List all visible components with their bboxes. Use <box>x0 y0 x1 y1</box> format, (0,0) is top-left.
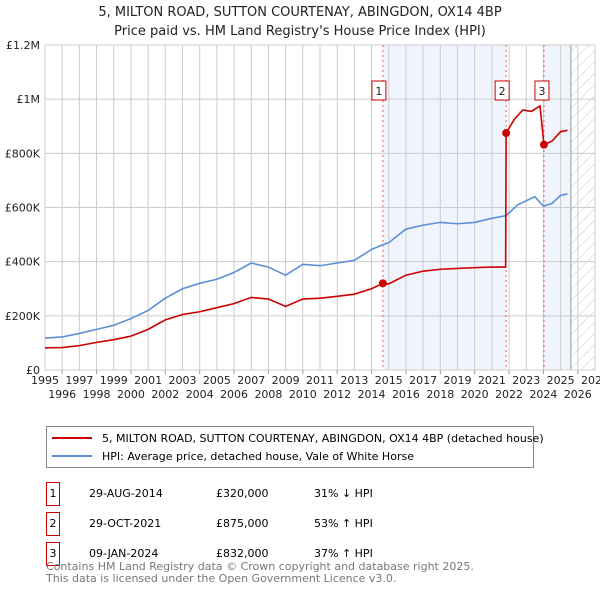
x-tick-label: 1997 <box>65 374 93 387</box>
x-tick-label: 2015 <box>375 374 403 387</box>
x-tick-label: 2019 <box>444 374 472 387</box>
x-tick-label: 2023 <box>512 374 540 387</box>
footer: Contains HM Land Registry data © Crown c… <box>46 561 474 585</box>
sale-date: 09-JAN-2024 <box>89 547 159 560</box>
x-tick-label: 2013 <box>340 374 368 387</box>
x-tick-label: 1999 <box>100 374 128 387</box>
x-tick-label: 2024 <box>529 388 557 401</box>
x-tick-label: 2012 <box>323 388 351 401</box>
sale-price: £320,000 <box>216 487 269 500</box>
x-tick-label: 2008 <box>254 388 282 401</box>
legend-swatch-blue <box>52 455 92 457</box>
x-tick-label: 2001 <box>134 374 162 387</box>
sale-marker-box <box>371 80 387 101</box>
x-tick-label: 2011 <box>306 374 334 387</box>
x-tick-label: 2016 <box>392 388 420 401</box>
x-tick-label: 2009 <box>272 374 300 387</box>
sale-marker-label: 2 <box>499 85 506 98</box>
x-tick-label: 1996 <box>48 388 76 401</box>
x-tick-label: 2025 <box>547 374 575 387</box>
x-tick-label: 2027 <box>581 374 600 387</box>
sale-marker-label: 1 <box>375 85 382 98</box>
x-tick-label: 2006 <box>220 388 248 401</box>
sale-marker-label: 3 <box>538 85 545 98</box>
sale-date: 29-OCT-2021 <box>89 517 162 530</box>
footer-line: This data is licensed under the Open Gov… <box>46 572 397 585</box>
footer-line: Contains HM Land Registry data © Crown c… <box>46 560 474 573</box>
sale-marker-box <box>494 80 510 101</box>
x-tick-label: 2021 <box>478 374 506 387</box>
sale-marker-label: 3 <box>46 542 60 566</box>
plot-frame <box>44 44 596 371</box>
x-tick-label: 2002 <box>151 388 179 401</box>
x-tick-label: 2020 <box>461 388 489 401</box>
sale-row: 2 29-OCT-2021 £875,000 53% ↑ HPI <box>46 512 546 536</box>
sale-date: 29-AUG-2014 <box>89 487 163 500</box>
legend-item-hpi: HPI: Average price, detached house, Vale… <box>52 448 414 464</box>
sale-hpi-diff: 53% ↑ HPI <box>314 517 373 530</box>
x-tick-label: 2004 <box>186 388 214 401</box>
sale-price: £832,000 <box>216 547 269 560</box>
sale-marker-box <box>534 80 550 101</box>
y-tick-label: £1.2M <box>6 39 40 52</box>
x-tick-label: 2014 <box>358 388 386 401</box>
x-tick-label: 2017 <box>409 374 437 387</box>
y-tick-label: £0 <box>26 364 40 377</box>
sale-hpi-diff: 37% ↑ HPI <box>314 547 373 560</box>
sale-marker-label: 1 <box>46 482 60 506</box>
x-tick-label: 1998 <box>83 388 111 401</box>
chart-title: 5, MILTON ROAD, SUTTON COURTENAY, ABINGD… <box>98 5 502 20</box>
sale-marker-label: 2 <box>46 512 60 536</box>
x-tick-label: 2010 <box>289 388 317 401</box>
chart-subtitle: Price paid vs. HM Land Registry's House … <box>114 24 486 39</box>
hpi-line <box>44 193 568 339</box>
legend: 5, MILTON ROAD, SUTTON COURTENAY, ABINGD… <box>46 426 544 468</box>
sale-point <box>502 129 511 138</box>
y-tick-label: £600K <box>5 202 41 215</box>
y-tick-label: £400K <box>5 256 41 269</box>
price-line <box>44 104 568 349</box>
sale-point <box>539 140 548 149</box>
legend-label: HPI: Average price, detached house, Vale… <box>102 449 414 463</box>
y-tick-label: £200K <box>5 310 41 323</box>
x-tick-label: 2005 <box>203 374 231 387</box>
x-tick-label: 2003 <box>169 374 197 387</box>
sale-price: £875,000 <box>216 517 269 530</box>
x-tick-label: 2022 <box>495 388 523 401</box>
legend-item-property: 5, MILTON ROAD, SUTTON COURTENAY, ABINGD… <box>52 430 544 446</box>
x-tick-label: 2018 <box>426 388 454 401</box>
sale-row: 3 09-JAN-2024 £832,000 37% ↑ HPI <box>46 542 546 566</box>
x-tick-label: 2000 <box>117 388 145 401</box>
x-tick-label: 1995 <box>31 374 59 387</box>
x-tick-label: 2026 <box>564 388 592 401</box>
y-tick-label: £1M <box>17 93 41 106</box>
price-chart: 1995199619971998199920002001200220032004… <box>5 39 600 401</box>
sale-point <box>378 279 387 288</box>
sale-row: 1 29-AUG-2014 £320,000 31% ↓ HPI <box>46 482 546 506</box>
legend-swatch-red <box>52 437 92 439</box>
x-tick-label: 2007 <box>237 374 265 387</box>
legend-label: 5, MILTON ROAD, SUTTON COURTENAY, ABINGD… <box>102 431 544 445</box>
sale-hpi-diff: 31% ↓ HPI <box>314 487 373 500</box>
y-tick-label: £800K <box>5 147 41 160</box>
